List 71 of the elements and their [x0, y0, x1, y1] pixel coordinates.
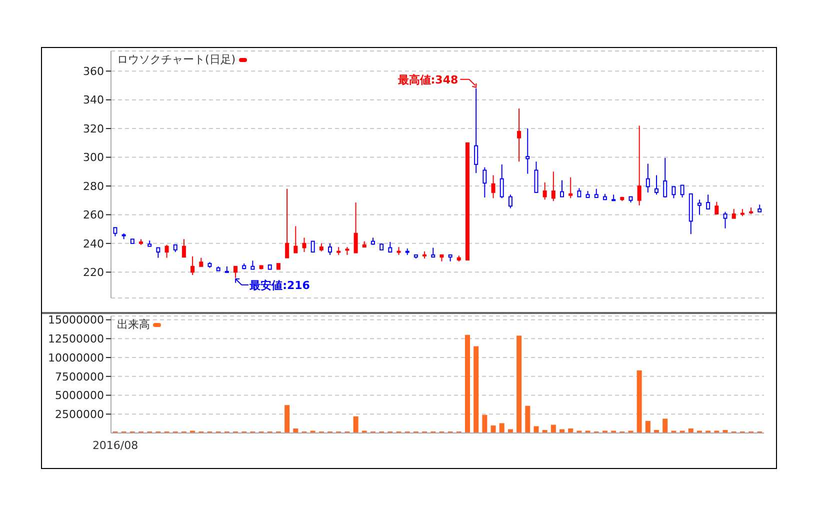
y-tick-label: 280: [83, 180, 104, 193]
y-tick-label: 340: [83, 94, 104, 107]
candlestick: [354, 202, 358, 254]
y-tick-label: 7500000: [55, 370, 104, 384]
candlestick: [672, 186, 676, 199]
candlestick: [491, 174, 496, 199]
candlestick: [517, 108, 522, 162]
bar: [499, 423, 504, 433]
candlestick: [560, 180, 564, 198]
legend-label: ロウソクチャート(日足): [117, 52, 236, 67]
y-tick-label: 2500000: [55, 408, 104, 422]
y-tick-label: 15000000: [48, 314, 104, 327]
candlestick: [482, 166, 487, 198]
candlestick: [706, 194, 710, 210]
candlestick: [388, 241, 392, 253]
candlestick: [732, 208, 736, 219]
annotation: 最高値:348: [396, 73, 458, 86]
candlestick: [568, 176, 573, 199]
candlestick: [474, 88, 478, 174]
y-tick-label: 240: [83, 237, 104, 250]
candlestick: [328, 242, 332, 256]
candlestick: [646, 163, 650, 193]
candlestick: [663, 157, 668, 198]
bar: [662, 418, 668, 433]
candlestick: [714, 201, 719, 214]
y-tick-label: 360: [83, 65, 104, 78]
bar: [508, 429, 513, 433]
candlestick: [534, 161, 538, 193]
bar: [525, 406, 530, 433]
bar: [534, 426, 539, 433]
candlestick: [156, 247, 160, 258]
candlestick: [310, 240, 315, 253]
annotation: 最安値:216: [248, 278, 310, 292]
candlestick: [637, 125, 642, 206]
candlestick: [654, 174, 659, 196]
y-tick-label: 5000000: [55, 389, 104, 402]
candlestick: [285, 188, 290, 258]
bar: [560, 429, 565, 433]
candlestick: [500, 164, 504, 199]
y-tick-label: 10000000: [48, 351, 104, 364]
y-tick-label: 260: [83, 208, 104, 222]
candlestick: [182, 238, 186, 258]
candlestick: [294, 226, 298, 254]
bar: [474, 346, 479, 433]
x-tick-label: 2016/08: [92, 438, 138, 452]
bar: [482, 414, 488, 433]
y-tick-label: 220: [83, 266, 104, 280]
bar: [353, 416, 358, 433]
candlestick: [551, 171, 556, 202]
bar: [636, 370, 642, 433]
candlestick: [190, 256, 195, 276]
bar: [645, 420, 650, 433]
candlestick: [542, 182, 547, 200]
bar: [516, 336, 522, 433]
legend-label: 出来高: [117, 317, 150, 332]
y-tick-label: 300: [83, 151, 104, 164]
candlestick: [697, 199, 702, 216]
bar: [284, 405, 290, 433]
candlestick: [680, 184, 684, 198]
bar: [550, 424, 556, 433]
candlestick: [431, 247, 436, 258]
candlestick: [723, 211, 728, 229]
candlestick: [234, 266, 238, 278]
candlestick: [302, 237, 306, 253]
bar: [490, 425, 496, 433]
y-tick-label: 320: [83, 122, 104, 136]
y-tick-label: 12500000: [48, 332, 104, 346]
bar: [464, 334, 470, 433]
candlestick: [164, 244, 169, 258]
candlestick: [508, 194, 512, 209]
candlestick: [526, 128, 530, 174]
